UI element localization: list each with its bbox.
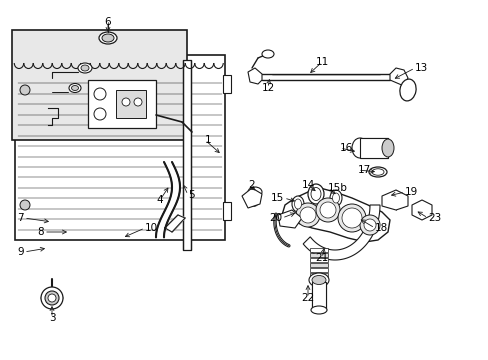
Text: 9: 9	[18, 247, 24, 257]
Ellipse shape	[368, 167, 386, 177]
Bar	[15, 55, 224, 240]
Bar	[309, 258, 327, 262]
Bar	[262, 74, 389, 80]
Polygon shape	[164, 215, 184, 232]
Polygon shape	[52, 298, 63, 307]
Bar	[309, 268, 327, 272]
Text: 19: 19	[404, 187, 417, 197]
Ellipse shape	[381, 139, 393, 157]
Circle shape	[363, 219, 375, 231]
Bar	[223, 75, 230, 93]
Ellipse shape	[291, 196, 304, 212]
Circle shape	[48, 294, 56, 302]
Ellipse shape	[78, 63, 92, 73]
Text: 10: 10	[145, 223, 158, 233]
Text: 1: 1	[204, 135, 211, 145]
Circle shape	[341, 208, 361, 228]
Bar	[309, 248, 327, 252]
Ellipse shape	[294, 199, 301, 209]
Bar	[223, 202, 230, 220]
Text: 21: 21	[315, 253, 328, 263]
Text: 8: 8	[37, 227, 44, 237]
Text: 6: 6	[104, 17, 111, 27]
Text: 16: 16	[339, 143, 352, 153]
Bar	[88, 80, 156, 128]
Text: 12: 12	[261, 83, 274, 93]
Ellipse shape	[308, 273, 328, 287]
Ellipse shape	[102, 34, 114, 42]
Bar	[183, 60, 191, 250]
Ellipse shape	[69, 84, 81, 93]
Text: 7: 7	[18, 213, 24, 223]
Bar	[359, 138, 387, 158]
Text: 18: 18	[374, 223, 387, 233]
Circle shape	[295, 203, 319, 227]
Text: 11: 11	[315, 57, 328, 67]
Circle shape	[134, 98, 142, 106]
Bar	[12, 30, 186, 140]
Ellipse shape	[71, 85, 79, 90]
Bar	[309, 273, 327, 277]
Circle shape	[359, 215, 379, 235]
Circle shape	[299, 207, 315, 223]
Text: 14: 14	[301, 180, 314, 190]
Text: 3: 3	[49, 313, 55, 323]
Polygon shape	[411, 200, 431, 220]
Polygon shape	[41, 298, 52, 307]
Ellipse shape	[81, 65, 89, 71]
Circle shape	[45, 291, 59, 305]
Text: 13: 13	[414, 63, 427, 73]
Polygon shape	[242, 188, 262, 208]
Polygon shape	[46, 288, 58, 298]
Polygon shape	[247, 68, 262, 84]
Circle shape	[315, 198, 339, 222]
Text: 23: 23	[427, 213, 440, 223]
Polygon shape	[389, 68, 407, 86]
Bar	[311, 282, 325, 310]
Text: 15: 15	[270, 193, 284, 203]
Polygon shape	[41, 288, 52, 298]
Text: 2: 2	[247, 180, 254, 190]
Polygon shape	[381, 190, 407, 210]
Circle shape	[122, 98, 130, 106]
Text: 5: 5	[187, 190, 194, 200]
Polygon shape	[282, 188, 389, 242]
Ellipse shape	[245, 198, 257, 206]
Ellipse shape	[311, 275, 325, 284]
Ellipse shape	[329, 190, 341, 206]
Ellipse shape	[332, 193, 339, 203]
Text: 4: 4	[156, 195, 163, 205]
Circle shape	[41, 287, 63, 309]
Ellipse shape	[310, 306, 326, 314]
Circle shape	[319, 202, 335, 218]
Text: 17: 17	[357, 165, 370, 175]
Text: 22: 22	[301, 293, 314, 303]
Text: 15b: 15b	[327, 183, 347, 193]
Text: 20: 20	[268, 213, 282, 223]
Polygon shape	[278, 210, 302, 228]
Polygon shape	[303, 205, 379, 260]
Circle shape	[20, 85, 30, 95]
Bar	[309, 253, 327, 257]
Circle shape	[94, 88, 106, 100]
Bar	[116, 90, 146, 118]
Ellipse shape	[307, 184, 324, 204]
Ellipse shape	[99, 32, 117, 44]
Circle shape	[94, 108, 106, 120]
Ellipse shape	[247, 187, 262, 197]
Ellipse shape	[351, 138, 367, 158]
Polygon shape	[46, 298, 58, 307]
Circle shape	[20, 200, 30, 210]
Circle shape	[337, 204, 365, 232]
Ellipse shape	[399, 79, 415, 101]
Ellipse shape	[371, 169, 383, 175]
Bar	[309, 263, 327, 267]
Polygon shape	[52, 288, 63, 298]
Ellipse shape	[262, 50, 273, 58]
Ellipse shape	[310, 188, 320, 201]
